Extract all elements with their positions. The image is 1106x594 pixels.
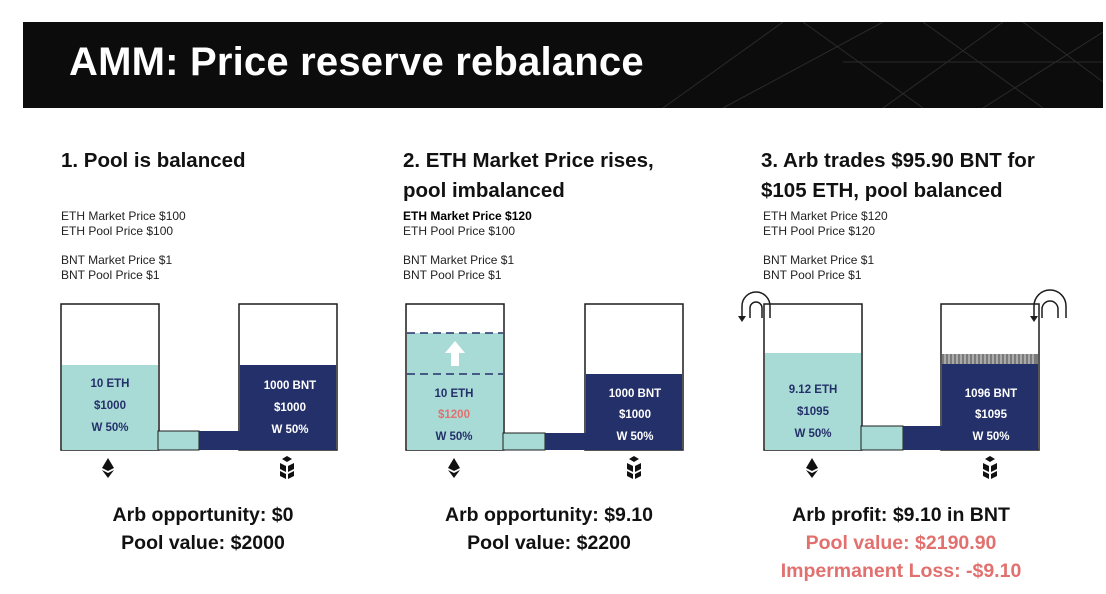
bnt-weight: W 50% bbox=[271, 424, 308, 436]
bnt-market-price: BNT Market Price $1 bbox=[403, 253, 515, 267]
bnt-weight: W 50% bbox=[616, 431, 653, 443]
panel-rebalanced: 3. Arb trades $95.90 BNT for $105 ETH, p… bbox=[730, 0, 1070, 594]
bnt-market-price: BNT Market Price $1 bbox=[763, 253, 875, 267]
deposit-bnt-arrow-icon bbox=[1030, 289, 1067, 322]
bnt-value: $1000 bbox=[619, 409, 651, 421]
bancor-icon bbox=[280, 456, 294, 479]
banner-pattern bbox=[662, 22, 1103, 108]
panel-balanced: 1. Pool is balanced ETH Market Price $10… bbox=[58, 0, 398, 594]
bnt-pool-price: BNT Pool Price $1 bbox=[61, 268, 160, 282]
eth-market-price: ETH Market Price $100 bbox=[61, 209, 186, 223]
eth-amount: 10 ETH bbox=[435, 388, 474, 400]
ethereum-icon bbox=[448, 458, 460, 478]
arb-opportunity: Arb opportunity: $0 bbox=[112, 504, 294, 526]
bnt-amount: 1000 BNT bbox=[264, 380, 316, 392]
pool-diagram: 10 ETH $1200 W 50% 1000 BNT $1000 W 50% bbox=[405, 303, 684, 479]
eth-market-price: ETH Market Price $120 bbox=[763, 209, 888, 223]
panel-summary: Arb profit: $9.10 in BNT Pool value: $21… bbox=[756, 501, 1046, 585]
eth-pool-price: ETH Pool Price $100 bbox=[61, 224, 174, 238]
bnt-pool-price: BNT Pool Price $1 bbox=[763, 268, 862, 282]
panel-title-line: $105 ETH, pool balanced bbox=[761, 179, 1003, 202]
bnt-market-price: BNT Market Price $1 bbox=[61, 253, 173, 267]
bancor-icon bbox=[627, 456, 641, 479]
ethereum-icon bbox=[806, 458, 818, 478]
eth-value: $1200 bbox=[438, 409, 470, 421]
bnt-amount: 1096 BNT bbox=[965, 388, 1017, 400]
bnt-channel bbox=[199, 431, 240, 450]
page-title: AMM: Price reserve rebalance bbox=[69, 40, 644, 84]
eth-weight: W 50% bbox=[794, 428, 831, 440]
up-arrow-icon bbox=[445, 341, 465, 366]
panel-summary: Arb opportunity: $0 Pool value: $2000 bbox=[58, 501, 348, 557]
panel-title-line: pool imbalanced bbox=[403, 179, 565, 202]
bnt-liquidity bbox=[586, 374, 682, 450]
pool-value: Pool value: $2190.90 bbox=[805, 532, 997, 554]
bnt-pool-price: BNT Pool Price $1 bbox=[403, 268, 502, 282]
bnt-value: $1000 bbox=[274, 402, 306, 414]
panel-summary: Arb opportunity: $9.10 Pool value: $2200 bbox=[404, 501, 694, 557]
bnt-liquidity bbox=[942, 364, 1038, 450]
eth-pool-price: ETH Pool Price $100 bbox=[403, 224, 516, 238]
panel-title: 2. ETH Market Price rises, pool imbalanc… bbox=[403, 146, 654, 206]
bnt-channel bbox=[903, 426, 942, 450]
eth-amount: 9.12 ETH bbox=[789, 384, 838, 396]
panel-title: 1. Pool is balanced bbox=[61, 146, 246, 176]
panel-title-line: 2. ETH Market Price rises, bbox=[403, 149, 654, 172]
price-list: ETH Market Price $120 ETH Pool Price $10… bbox=[403, 209, 532, 283]
eth-weight: W 50% bbox=[435, 431, 472, 443]
bancor-icon bbox=[983, 456, 997, 479]
bnt-amount: 1000 BNT bbox=[609, 388, 661, 400]
price-list: ETH Market Price $120 ETH Pool Price $12… bbox=[763, 209, 888, 283]
panel-title-line: 1. Pool is balanced bbox=[61, 149, 246, 172]
eth-value: $1095 bbox=[797, 406, 830, 418]
impermanent-loss: Impermanent Loss: -$9.10 bbox=[780, 560, 1022, 582]
arb-opportunity: Arb opportunity: $9.10 bbox=[444, 504, 654, 526]
eth-channel bbox=[157, 430, 200, 451]
pool-diagram: 10 ETH $1000 W 50% 1000 BNT $1000 W 50% bbox=[60, 303, 338, 479]
bnt-value: $1095 bbox=[975, 409, 1008, 421]
bnt-weight: W 50% bbox=[972, 431, 1009, 443]
eth-channel bbox=[502, 432, 546, 451]
bnt-liquidity bbox=[240, 365, 336, 450]
panel-title-line: 3. Arb trades $95.90 BNT for bbox=[761, 149, 1035, 172]
added-bnt-hatch bbox=[944, 354, 1034, 364]
panel-imbalanced: 2. ETH Market Price rises, pool imbalanc… bbox=[400, 0, 740, 594]
eth-weight: W 50% bbox=[91, 422, 128, 434]
panel-title: 3. Arb trades $95.90 BNT for $105 ETH, p… bbox=[761, 146, 1035, 206]
eth-channel bbox=[860, 425, 904, 451]
arb-profit: Arb profit: $9.10 in BNT bbox=[792, 504, 1010, 526]
price-list: ETH Market Price $100 ETH Pool Price $10… bbox=[61, 209, 186, 283]
added-bnt-layer bbox=[942, 354, 1038, 364]
withdraw-eth-arrow-icon bbox=[738, 291, 771, 322]
eth-liquidity bbox=[62, 365, 158, 450]
pool-diagram: 9.12 ETH $1095 W 50% 1096 BNT $1095 W 50… bbox=[738, 289, 1067, 479]
ethereum-icon bbox=[102, 458, 114, 478]
bnt-channel bbox=[545, 433, 586, 450]
pool-value: Pool value: $2000 bbox=[121, 532, 285, 554]
eth-pool-price: ETH Pool Price $120 bbox=[763, 224, 876, 238]
pool-value: Pool value: $2200 bbox=[467, 532, 631, 554]
eth-value: $1000 bbox=[94, 400, 126, 412]
eth-market-price: ETH Market Price $120 bbox=[403, 209, 532, 223]
title-banner: AMM: Price reserve rebalance bbox=[23, 22, 1103, 108]
eth-liquidity bbox=[765, 353, 861, 450]
eth-amount: 10 ETH bbox=[91, 378, 130, 390]
